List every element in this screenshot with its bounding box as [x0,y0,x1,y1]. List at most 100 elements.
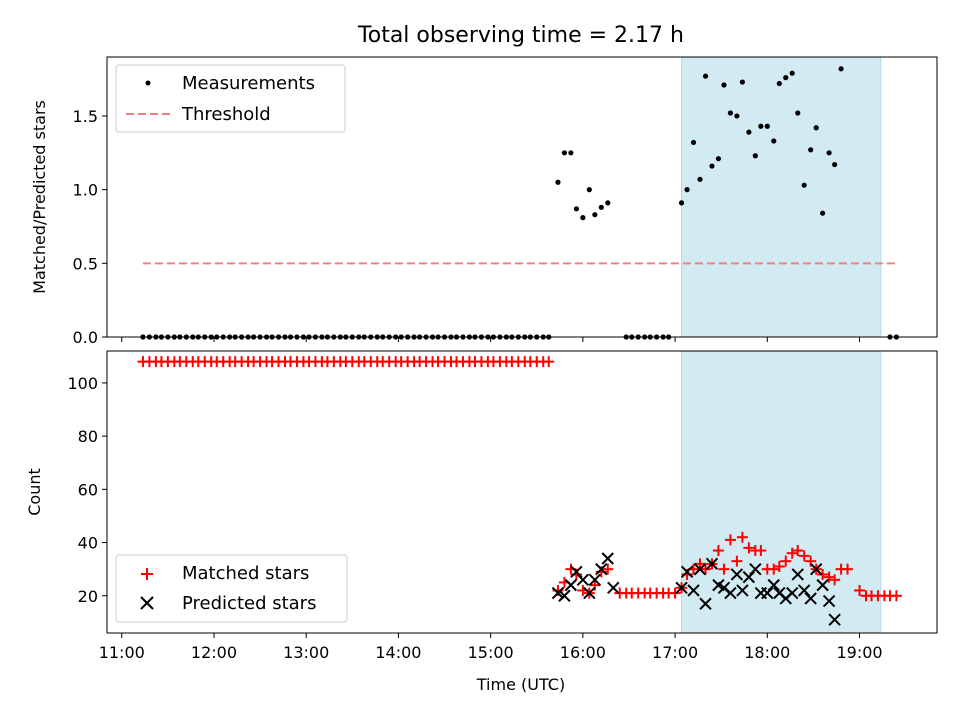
legend-measurements-marker [145,80,151,86]
observing-span-shade [681,56,882,338]
measurement-point [758,123,764,129]
measurement-point [734,113,740,119]
predicted-star-point [797,584,811,597]
y-tick-label: 0.5 [73,254,98,273]
measurement-point [795,110,801,116]
legend-matched-label: Matched stars [182,563,309,584]
matched-star-point [602,563,614,575]
predicted-star-point [809,562,823,576]
x-tick-label: 16:00 [560,643,606,662]
shaded-span [681,56,882,338]
predicted-star-point [724,586,737,600]
measurement-point [739,79,746,85]
y-tick-label: 0.0 [73,328,98,347]
matched-star-point [543,356,555,368]
matched-star-point [792,545,804,557]
predicted-star-point [607,581,620,594]
predicted-star-point [828,613,841,626]
matched-star-point [724,534,736,546]
measurement-point [709,163,715,169]
counts-panel: 20 40 60 80 100 11:00 12:00 13:00 14:00 15:00 16:… [25,350,938,694]
measurement-point [561,150,568,156]
measurement-point [690,139,697,146]
y-tick-label: 20 [78,587,98,606]
x-tick-label: 11:00 [99,643,145,662]
shaded-span [681,350,882,634]
predicted-star-point [742,570,756,584]
measurement-point [813,125,819,131]
measurement-point [586,187,592,193]
measurement-point [746,129,752,135]
predicted-star-point [588,573,602,586]
predicted-star-point [786,586,799,600]
x-tick-label: 14:00 [375,643,421,662]
predicted-star-point [761,586,774,600]
predicted-star-point [564,578,578,592]
ratio-y-ticks: 0.0 0.5 1.0 1.5 [73,107,107,347]
ratio-x-ticks [121,337,861,342]
predicted-stars-series [551,552,841,626]
measurement-point [568,150,574,156]
measurement-point [771,138,777,144]
matched-star-point [798,550,810,562]
predicted-star-point [822,594,836,608]
predicted-star-point [791,568,804,581]
y-tick-label: 60 [78,480,98,499]
legend-matched-marker [141,568,153,580]
matched-star-point [823,571,835,583]
predicted-star-point [551,586,565,600]
y-tick-label: 40 [78,534,98,553]
matched-star-point [731,555,743,567]
measurement-point [697,176,703,182]
legend-measurements-label: Measurements [182,73,315,94]
matched-star-point [773,560,785,572]
predicted-star-point [693,562,707,576]
matched-star-point [890,590,902,602]
measurement-point [721,82,727,88]
y-tick-label: 80 [78,427,98,446]
measurement-point [764,123,770,129]
predicted-star-point [558,589,571,602]
measurement-point [702,73,709,79]
predicted-star-point [767,578,780,592]
measurement-point [573,206,580,212]
counts-x-ticks: 11:00 12:00 13:00 14:00 15:00 16:00 17:00 18:00… [99,633,883,662]
y-tick-label: 1.5 [73,107,98,126]
counts-y-axis-label: Count [25,468,44,516]
x-tick-label: 12:00 [191,643,237,662]
x-tick-label: 13:00 [283,643,329,662]
matched-star-point [743,542,755,554]
ratio-y-axis-label: Matched/Predicted stars [30,100,49,294]
legend-predicted-marker [140,596,154,610]
predicted-star-point [583,586,596,600]
matched-star-point [786,547,798,559]
x-axis-label: Time (UTC) [476,675,565,694]
measurement-point [838,66,844,72]
matched-star-point [854,584,866,596]
measurement-point [752,153,758,159]
matched-star-point [712,545,724,557]
matched-star-point [829,574,841,586]
matched-star-point [718,563,730,575]
matched-star-point [755,545,767,557]
measurement-point [605,200,611,206]
measurement-point [832,161,838,168]
ratio-axes-frame [106,56,938,338]
predicted-star-point [576,573,590,586]
matched-star-point [780,555,792,567]
matched-star-point [817,568,829,580]
matched-star-point [700,563,712,575]
measurement-point [592,212,598,218]
legend-threshold-label: Threshold [181,104,271,125]
matched-star-point [842,563,854,575]
counts-legend-box [115,554,348,623]
matched-star-point [669,587,681,599]
predicted-star-point [816,578,829,592]
ratio-panel: 0.0 0.5 1.0 1.5 Matched/Predicted stars Mea… [30,56,938,347]
x-tick-label: 18:00 [744,643,790,662]
ratio-legend: Measurements Threshold [115,64,346,133]
measurement-point [678,200,685,206]
measurement-point [598,204,604,210]
measurement-point [684,187,690,193]
